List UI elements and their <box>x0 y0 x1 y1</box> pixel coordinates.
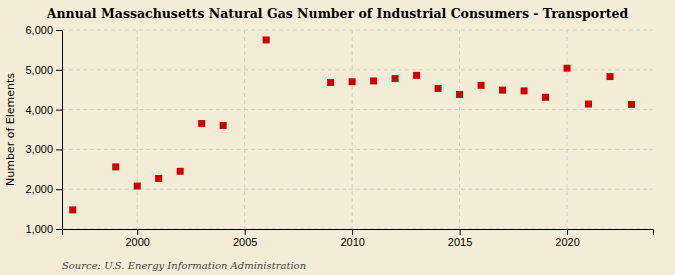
tick-label: 2,000 <box>25 183 53 195</box>
grid-line <box>62 109 653 110</box>
point <box>155 175 162 182</box>
y-axis: 1,000 2,000 3,000 4,000 5,000 6,000 <box>25 24 62 235</box>
tick-label: 5,000 <box>25 64 53 76</box>
background <box>0 0 675 275</box>
tick: 2015 <box>448 229 472 248</box>
point <box>392 75 399 82</box>
tick: 2,000 <box>25 183 62 195</box>
point <box>585 101 592 108</box>
point <box>521 87 528 94</box>
tick-label: 2005 <box>233 236 257 248</box>
point <box>349 78 356 85</box>
tick-label: 2015 <box>448 236 472 248</box>
point <box>198 120 205 127</box>
tick-mark <box>56 189 62 190</box>
tick-label: 2020 <box>555 236 579 248</box>
point <box>112 163 119 170</box>
tick-mark <box>460 229 461 235</box>
tick-mark <box>245 229 246 235</box>
grid-line <box>62 30 653 31</box>
point <box>413 72 420 79</box>
point <box>370 77 377 84</box>
tick-mark <box>56 30 62 31</box>
point <box>607 73 614 80</box>
point <box>177 168 184 175</box>
tick: 4,000 <box>25 104 62 116</box>
tick: 2010 <box>340 229 364 248</box>
point <box>478 82 485 89</box>
tick-mark <box>567 229 568 235</box>
tick-label: 4,000 <box>25 104 53 116</box>
tick: 2020 <box>555 229 579 248</box>
grid <box>62 30 653 229</box>
grid-line <box>62 189 653 190</box>
plot-area: 2000 2005 2010 2015 2020 1,000 2,000 3,000 4,000… <box>25 24 653 248</box>
axis-line <box>63 230 654 236</box>
tick: 6,000 <box>25 24 62 36</box>
point <box>435 85 442 92</box>
grid-line <box>352 30 353 229</box>
tick-mark <box>56 149 62 150</box>
x-axis: 2000 2005 2010 2015 2020 <box>63 229 654 248</box>
grid-line <box>62 149 653 150</box>
grid-line <box>459 30 460 229</box>
point <box>263 36 270 43</box>
y-axis-title: Number of Elements <box>4 73 17 186</box>
source-note: Source: U.S. Energy Information Administ… <box>62 260 306 271</box>
tick-mark <box>352 229 353 235</box>
tick-label: 6,000 <box>25 24 53 36</box>
point <box>134 183 141 190</box>
tick: 2000 <box>125 229 149 248</box>
point <box>499 87 506 94</box>
point <box>456 91 463 98</box>
point <box>327 79 334 86</box>
tick-label: 3,000 <box>25 143 53 155</box>
tick: 1,000 <box>25 223 62 235</box>
axis-line <box>56 31 63 230</box>
tick-label: 1,000 <box>25 223 53 235</box>
grid-line <box>244 30 245 229</box>
tick-mark <box>137 229 138 235</box>
grid-line <box>137 30 138 229</box>
tick-mark <box>56 229 62 230</box>
title: Annual Massachusetts Natural Gas Number … <box>46 6 629 21</box>
point <box>69 206 76 213</box>
tick-mark <box>56 70 62 71</box>
point <box>564 65 571 72</box>
tick-label: 2010 <box>340 236 364 248</box>
point <box>220 122 227 129</box>
tick-label: 2000 <box>125 236 149 248</box>
point <box>628 101 635 108</box>
grid-line <box>567 30 568 229</box>
tick: 3,000 <box>25 143 62 155</box>
points <box>69 36 635 213</box>
chart: 2000 2005 2010 2015 2020 1,000 2,000 3,000 4,000… <box>0 0 675 275</box>
tick-mark <box>56 110 62 111</box>
tick: 2005 <box>233 229 257 248</box>
tick: 5,000 <box>25 64 62 76</box>
point <box>542 94 549 101</box>
